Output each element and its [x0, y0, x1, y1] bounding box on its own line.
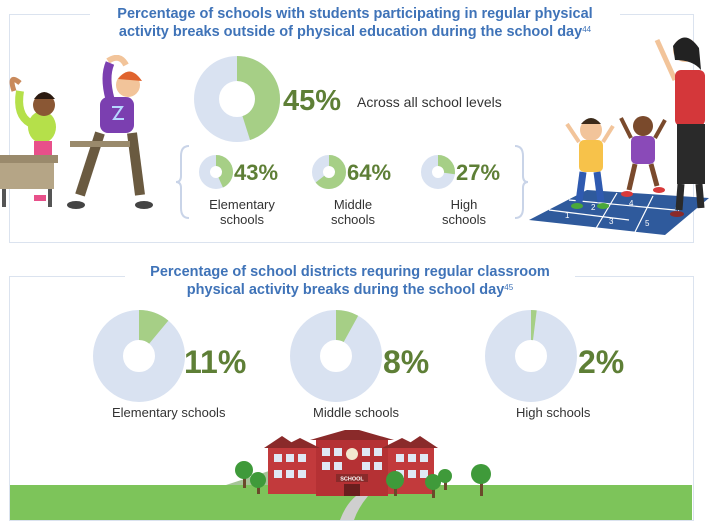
donut-value-arc — [485, 310, 577, 402]
school-building-illustration: SCHOOL — [10, 430, 692, 520]
hopscotch-number-5: 5 — [645, 219, 650, 228]
high-percentage: 27% — [456, 160, 501, 185]
district-middle-donut — [290, 310, 382, 402]
donut-value-arc — [290, 310, 382, 402]
section2-title-ref: 45 — [504, 283, 514, 292]
district-high-donut — [485, 310, 577, 402]
middle-label: Middle schools — [308, 197, 398, 227]
district-elementary-percentage: 11% — [184, 344, 247, 380]
district-middle-label: Middle schools — [313, 405, 399, 420]
high-label: High schools — [419, 197, 509, 227]
levels-bracket — [175, 145, 529, 219]
district-middle-percentage: 8% — [383, 344, 430, 380]
high-label-line1: High — [450, 197, 478, 212]
elementary-label-line1: Elementary — [209, 197, 275, 212]
district-high-label: High schools — [516, 405, 591, 420]
elementary-label-line2: schools — [219, 212, 265, 227]
middle-percentage: 64% — [347, 160, 392, 185]
donut-value-arc — [312, 155, 346, 189]
high-label-line2: schools — [441, 212, 487, 227]
elementary-donut — [199, 155, 233, 189]
section1-title-ref: 44 — [582, 25, 592, 34]
section2-title-line1: Percentage of school districts requring … — [150, 264, 550, 280]
main-label: Across all school levels — [357, 94, 502, 110]
elementary-percentage: 43% — [234, 160, 279, 185]
middle-donut — [312, 155, 346, 189]
hopscotch-number-4: 4 — [629, 199, 634, 208]
high-donut — [421, 155, 455, 189]
section1-title-line2: activity breaks outside of physical educ… — [118, 24, 583, 40]
hopscotch-number-1: 1 — [565, 211, 570, 220]
playground-hopscotch-illustration: 1 2 3 4 5 6 — [529, 37, 709, 235]
donut-value-arc — [93, 310, 185, 402]
district-elementary-donut — [93, 310, 185, 402]
section1-title-line1: Percentage of schools with students part… — [117, 6, 593, 22]
hopscotch-number-2: 2 — [591, 203, 596, 212]
section2-title: Percentage of school districts requring … — [125, 263, 575, 299]
main-donut — [194, 56, 280, 142]
elementary-label: Elementary schools — [197, 197, 287, 227]
section1-title: Percentage of schools with students part… — [90, 5, 620, 41]
donut-value-arc — [421, 155, 455, 189]
district-high-percentage: 2% — [578, 344, 625, 380]
district-elementary-label: Elementary schools — [112, 405, 226, 420]
middle-label-line2: schools — [330, 212, 376, 227]
students-stretching-illustration — [0, 55, 153, 209]
middle-label-line1: Middle — [333, 197, 373, 212]
donut-value-arc — [194, 56, 280, 142]
main-percentage: 45% — [283, 85, 342, 117]
section2-title-line2: physical activity breaks during the scho… — [186, 282, 505, 298]
school-sign-text: SCHOOL — [340, 477, 364, 483]
donut-value-arc — [199, 155, 233, 189]
hopscotch-number-3: 3 — [609, 217, 614, 226]
